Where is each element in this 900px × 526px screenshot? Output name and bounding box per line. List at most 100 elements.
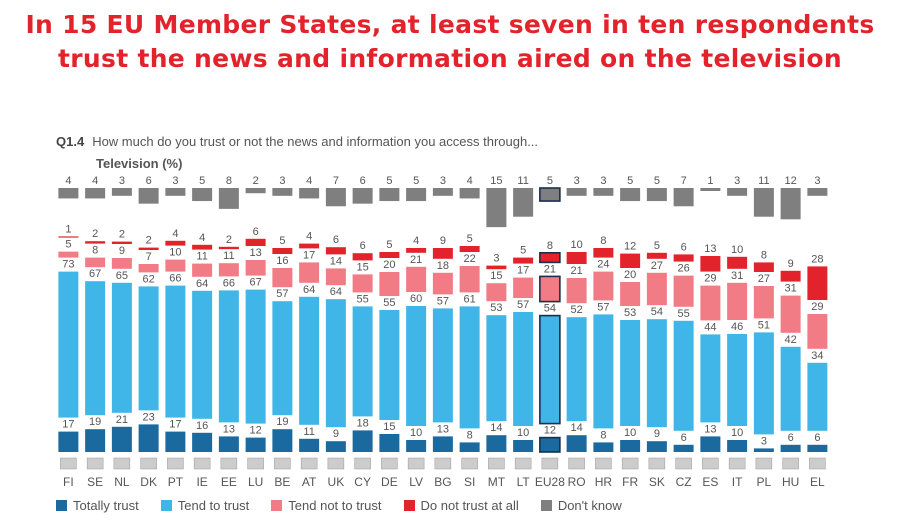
question-code: Q1.4 — [56, 134, 85, 149]
label-do-not-trust-at-all-ie: 4 — [199, 232, 205, 244]
label-dont-know-bg: 3 — [440, 175, 446, 187]
bar-do-not-trust-at-all-ee — [218, 246, 239, 250]
flag-it-icon — [728, 457, 746, 470]
label-do-not-trust-at-all-lu: 6 — [253, 226, 259, 238]
bar-tend-to-trust-pt — [165, 285, 186, 418]
bar-tend-to-trust-nl — [111, 282, 132, 413]
bar-dont-know-lu — [245, 188, 266, 194]
legend-swatch-dont-know — [540, 499, 552, 511]
bar-dont-know-pt — [165, 188, 186, 196]
bar-do-not-trust-at-all-nl — [111, 241, 132, 244]
label-tend-not-to-trust-lt: 17 — [517, 265, 529, 277]
bar-do-not-trust-at-all-sk — [646, 252, 667, 259]
bar-tend-not-to-trust-nl — [111, 258, 132, 269]
bar-tend-not-to-trust-es — [700, 285, 721, 321]
bar-totally-trust-bg — [432, 436, 453, 452]
bar-tend-not-to-trust-dk — [138, 264, 159, 273]
label-dont-know-fi: 4 — [65, 175, 71, 187]
bar-do-not-trust-at-all-si — [459, 246, 480, 252]
flag-se-icon — [86, 457, 104, 470]
flag-sk-icon — [648, 457, 666, 470]
label-dont-know-cz: 7 — [681, 175, 687, 187]
label-tend-not-to-trust-eu28: 21 — [544, 263, 556, 275]
label-tend-to-trust-uk: 64 — [330, 286, 342, 298]
bar-tend-not-to-trust-sk — [646, 272, 667, 306]
label-totally-trust-el: 6 — [814, 432, 820, 444]
bar-tend-to-trust-es — [700, 334, 721, 423]
label-do-not-trust-at-all-at: 4 — [306, 231, 312, 243]
label-do-not-trust-at-all-ro: 10 — [571, 239, 583, 251]
label-totally-trust-ie: 16 — [196, 420, 208, 432]
country-label-ie: IE — [196, 475, 207, 489]
country-label-uk: UK — [328, 475, 345, 489]
label-dont-know-de: 5 — [386, 175, 392, 187]
label-do-not-trust-at-all-fi: 1 — [65, 223, 71, 235]
bar-tend-to-trust-hu — [780, 346, 801, 431]
bar-totally-trust-it — [727, 440, 748, 452]
label-do-not-trust-at-all-cz: 6 — [681, 241, 687, 253]
legend-swatch-tend-not-to-trust — [271, 499, 283, 511]
bar-do-not-trust-at-all-es — [700, 256, 721, 272]
label-do-not-trust-at-all-si: 5 — [467, 233, 473, 245]
country-label-se: SE — [87, 475, 103, 489]
label-do-not-trust-at-all-es: 13 — [704, 243, 716, 255]
bar-tend-not-to-trust-hr — [593, 271, 614, 301]
label-tend-not-to-trust-se: 8 — [92, 245, 98, 257]
bar-tend-not-to-trust-uk — [325, 268, 346, 286]
bar-tend-to-trust-dk — [138, 286, 159, 411]
country-label-si: SI — [464, 475, 475, 489]
label-totally-trust-bg: 13 — [437, 423, 449, 435]
label-tend-to-trust-bg: 57 — [437, 295, 449, 307]
label-do-not-trust-at-all-hu: 9 — [788, 258, 794, 270]
country-label-el: EL — [810, 475, 825, 489]
country-label-lu: LU — [248, 475, 263, 489]
bar-tend-not-to-trust-ro — [566, 278, 587, 304]
label-tend-to-trust-be: 57 — [276, 288, 288, 300]
label-tend-to-trust-nl: 65 — [116, 270, 128, 282]
flag-lt-icon — [514, 457, 532, 470]
bar-do-not-trust-at-all-pl — [753, 262, 774, 272]
flag-si-icon — [461, 457, 478, 470]
label-dont-know-hr: 3 — [600, 175, 606, 187]
label-tend-not-to-trust-es: 29 — [704, 273, 716, 285]
label-tend-to-trust-at: 64 — [303, 284, 315, 296]
bar-do-not-trust-at-all-pt — [165, 240, 186, 246]
flag-fr-icon — [621, 457, 639, 470]
flag-hr-icon — [595, 457, 612, 470]
country-label-ro: RO — [568, 475, 586, 489]
label-totally-trust-uk: 9 — [333, 428, 339, 440]
bar-do-not-trust-at-all-hu — [780, 270, 801, 282]
bar-dont-know-hu — [780, 188, 801, 220]
bar-dont-know-ie — [192, 188, 213, 202]
bar-do-not-trust-at-all-fr — [620, 253, 641, 268]
label-totally-trust-es: 13 — [704, 423, 716, 435]
label-tend-not-to-trust-cz: 26 — [678, 263, 690, 275]
legend: Totally trust Tend to trust Tend not to … — [56, 497, 644, 513]
bar-totally-trust-hu — [780, 444, 801, 452]
bar-dont-know-hr — [593, 188, 614, 196]
bar-tend-to-trust-mt — [486, 315, 507, 422]
label-totally-trust-ee: 13 — [223, 423, 235, 435]
label-totally-trust-nl: 21 — [116, 414, 128, 426]
bar-tend-not-to-trust-de — [379, 272, 400, 296]
country-label-lt: LT — [517, 475, 531, 489]
label-tend-to-trust-de: 55 — [383, 297, 395, 309]
label-tend-to-trust-eu28: 54 — [544, 303, 556, 315]
bar-totally-trust-cz — [673, 444, 694, 452]
bar-dont-know-uk — [325, 188, 346, 207]
bar-totally-trust-cy — [352, 430, 373, 452]
label-tend-to-trust-es: 44 — [704, 321, 716, 333]
label-do-not-trust-at-all-sk: 5 — [654, 240, 660, 252]
bar-tend-not-to-trust-it — [727, 282, 748, 320]
legend-label-dont-know: Don't know — [557, 497, 622, 513]
label-dont-know-ee: 8 — [226, 175, 232, 187]
country-label-pl: PL — [757, 475, 772, 489]
label-dont-know-si: 4 — [467, 175, 473, 187]
bar-totally-trust-el — [807, 444, 828, 452]
legend-label-do-not-trust-at-all: Do not trust at all — [420, 497, 519, 513]
bar-totally-trust-fi — [58, 431, 79, 452]
label-dont-know-mt: 15 — [490, 175, 502, 187]
bar-tend-to-trust-lu — [245, 289, 266, 424]
bar-totally-trust-pl — [753, 448, 774, 452]
